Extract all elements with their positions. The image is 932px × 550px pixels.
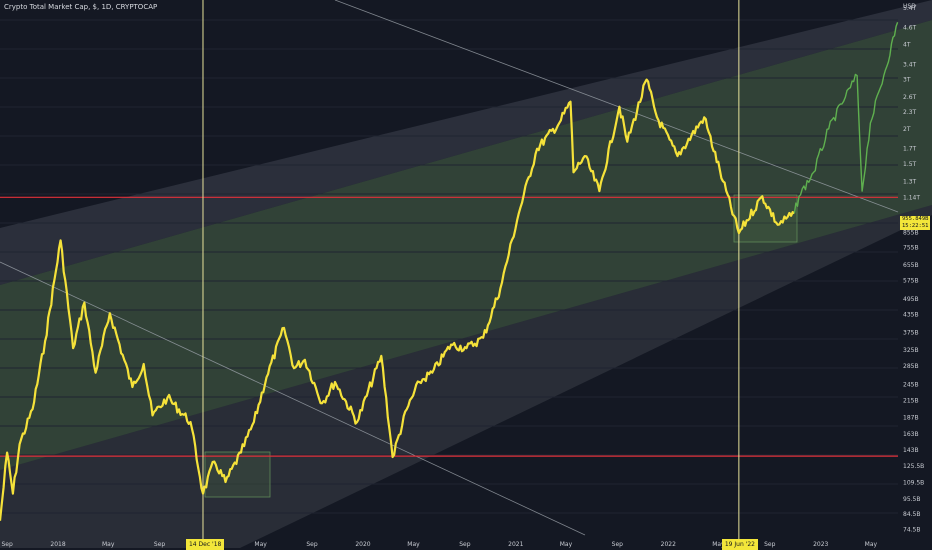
price-axis-tick-label: 285B — [903, 363, 919, 370]
time-axis-tick-label: 2021 — [508, 541, 523, 548]
price-axis-tick-label: 125.5B — [903, 463, 924, 470]
price-axis-tick-label: 1.7T — [903, 146, 917, 153]
time-axis-tick-label: May — [102, 541, 115, 548]
middle-channel-band — [0, 20, 932, 470]
price-axis-tick-label: 495B — [903, 296, 919, 303]
time-axis-tick-label: 2022 — [661, 541, 676, 548]
time-axis-tick-label: May — [254, 541, 267, 548]
last-price-tag: 955.849B 15:22:51 — [900, 216, 930, 230]
last-price-value: 955.849B — [902, 216, 929, 222]
trend-lines — [0, 0, 899, 536]
time-axis-tick-label: Sep — [764, 541, 776, 548]
price-axis-tick-label: 4.6T — [903, 25, 917, 32]
time-axis[interactable]: Sep 2018 May Sep May Sep 2020 May Sep 2021 May Sep 2… — [1, 541, 877, 548]
price-axis-tick-label: 2.6T — [903, 94, 917, 101]
descending-trend-line — [0, 261, 586, 536]
price-axis-tick-label: 84.5B — [903, 511, 920, 518]
lower-channel-band — [0, 205, 932, 548]
price-axis-tick-label: 1.5T — [903, 161, 917, 168]
time-axis-tick-label: 2020 — [355, 541, 370, 548]
upper-channel-band — [0, 0, 932, 285]
time-axis-tick-label: Sep — [306, 541, 318, 548]
price-axis-tick-label: 143B — [903, 447, 919, 454]
price-axis-tick-label: 74.5B — [903, 526, 920, 533]
time-axis-tick-label: 2018 — [50, 541, 65, 548]
price-axis-tick-label: 2T — [903, 126, 911, 133]
time-axis-tick-label: 2023 — [813, 541, 828, 548]
time-axis-tick-label: May — [560, 541, 573, 548]
price-axis-tick-label: 5.4T — [903, 5, 917, 12]
price-axis-tick-label: 1.3T — [903, 178, 917, 185]
chart-grid — [0, 19, 898, 514]
price-axis-tick-label: 163B — [903, 431, 919, 438]
time-axis-tick-label: Sep — [612, 541, 624, 548]
price-axis-tick-label: 4T — [903, 42, 911, 49]
price-axis-tick-label: 109.5B — [903, 480, 924, 487]
price-axis-tick-label: 325B — [903, 347, 919, 354]
price-axis-tick-label: 855B — [903, 229, 919, 236]
time-axis-tick-label: Sep — [154, 541, 166, 548]
chart-title: Crypto Total Market Cap, $, 1D, CRYPTOCA… — [4, 3, 158, 11]
date-marker-lines — [202, 0, 740, 540]
price-axis-tick-label: 95.5B — [903, 496, 920, 503]
price-axis-tick-label: 245B — [903, 382, 919, 389]
descending-trend-line — [334, 0, 899, 213]
price-axis-unit: USD — [903, 3, 916, 10]
date-marker-label: 14 Dec '18 — [185, 539, 225, 550]
price-axis-tick-label: 2.3T — [903, 109, 917, 116]
time-axis-tick-label: May — [407, 541, 420, 548]
price-line-yellow — [0, 78, 796, 521]
date-marker-label: 19 Jun '22 — [721, 539, 758, 550]
price-line-green — [793, 22, 899, 214]
price-axis-tick-label: 3.4T — [903, 61, 917, 68]
price-axis-tick-label: 215B — [903, 397, 919, 404]
price-axis-tick-label: 187B — [903, 414, 919, 421]
price-axis-tick-label: 435B — [903, 312, 919, 319]
bar-countdown: 15:22:51 — [902, 223, 929, 229]
price-axis-tick-label: 755B — [903, 244, 919, 251]
time-axis-tick-label: Sep — [459, 541, 471, 548]
price-axis-tick-label: 3T — [903, 77, 911, 84]
horizontal-levels — [0, 196, 898, 457]
price-axis-tick-label: 375B — [903, 330, 919, 337]
price-axis-tick-label: 1.14T — [903, 194, 920, 201]
time-axis-tick-label: Sep — [1, 541, 13, 548]
price-axis-tick-label: 655B — [903, 262, 919, 269]
time-axis-tick-label: May — [712, 541, 725, 548]
time-axis-tick-label: May — [865, 541, 878, 548]
price-series — [0, 22, 899, 521]
price-axis-tick-label: 575B — [903, 278, 919, 285]
